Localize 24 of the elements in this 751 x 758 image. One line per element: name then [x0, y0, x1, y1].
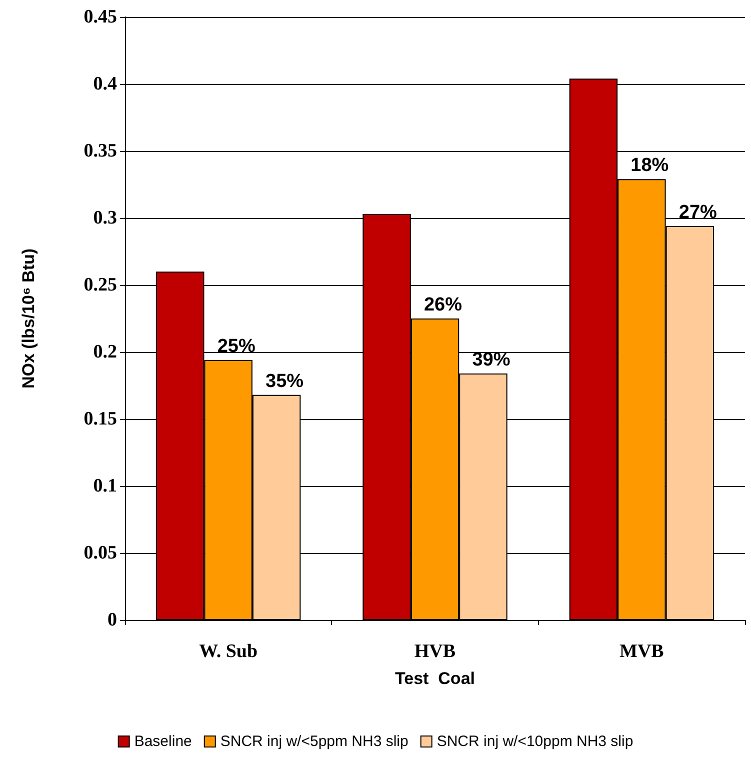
- annotation: 35%: [266, 370, 304, 392]
- annotation: 27%: [678, 202, 718, 224]
- annotation: 25%: [217, 336, 256, 358]
- y-tick-label: 0.15: [84, 408, 117, 430]
- y-tick-label: 0.45: [84, 6, 117, 28]
- y-tick-label: 0.3: [93, 208, 117, 228]
- y-tick-label: 0: [108, 610, 117, 630]
- annotation: 39%: [472, 349, 510, 370]
- y-tick-label: 0.2: [93, 342, 117, 362]
- annotation: 18%: [630, 155, 669, 176]
- legend-label: SNCR inj w/<10ppm NH3 slip: [436, 733, 634, 750]
- x-tick-label: HVB: [414, 641, 456, 662]
- y-tick-label: 0.4: [93, 74, 118, 94]
- y-axis-title: NOx (lbs/10⁶ Btu): [19, 248, 38, 389]
- x-tick-label: MVB: [620, 641, 664, 662]
- y-tick-label: 0.25: [84, 274, 117, 296]
- legend-label: Baseline: [134, 733, 192, 750]
- x-axis-title: Test Coal: [395, 669, 475, 688]
- annotation: 26%: [424, 294, 462, 316]
- y-tick-label: 0.1: [93, 476, 117, 496]
- y-tick-label: 0.05: [84, 542, 117, 564]
- legend-label: SNCR inj w/<5ppm NH3 slip: [220, 733, 408, 750]
- y-tick-label: 0.35: [84, 140, 117, 162]
- x-tick-label: W. Sub: [199, 641, 258, 662]
